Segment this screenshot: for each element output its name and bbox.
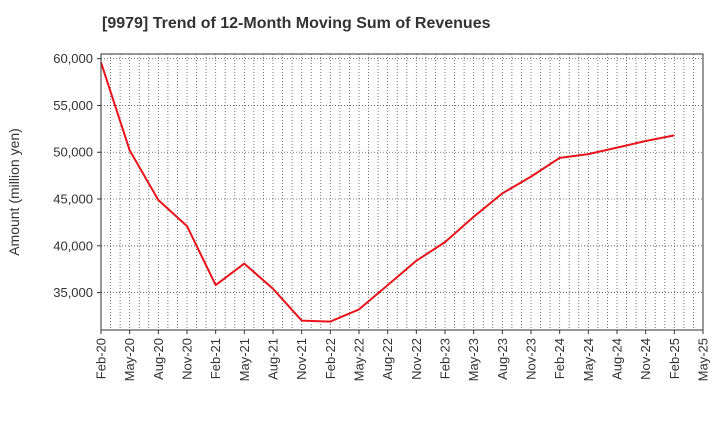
y-tick-label: 60,000	[53, 51, 93, 66]
x-tick-label: Nov-23	[524, 338, 539, 380]
x-tick-label: Nov-20	[180, 338, 195, 380]
y-axis-ticks: 35,000 40,000 45,000 50,000 55,000 60,000	[53, 51, 101, 300]
y-tick-label: 35,000	[53, 285, 93, 300]
x-tick-label: Nov-24	[638, 338, 653, 380]
x-axis-ticks: Feb-20 May-20 Aug-20 Nov-20 Feb-21 May-21 Aug-…	[94, 330, 711, 381]
x-tick-label: May-21	[237, 338, 252, 381]
series-layer	[100, 62, 675, 323]
x-tick-label: May-24	[581, 338, 596, 381]
x-tick-label: Feb-23	[438, 338, 453, 379]
x-tick-label: Feb-21	[208, 338, 223, 379]
y-tick-label: 50,000	[53, 145, 93, 160]
y-tick-label: 55,000	[53, 98, 93, 113]
x-tick-label: Feb-22	[323, 338, 338, 379]
x-tick-label: Feb-24	[552, 338, 567, 379]
x-tick-label: Feb-20	[94, 338, 109, 379]
x-tick-label: May-20	[122, 338, 137, 381]
y-tick-label: 40,000	[53, 238, 93, 253]
x-tick-label: Nov-21	[294, 338, 309, 380]
chart-title: [9979] Trend of 12-Month Moving Sum of R…	[102, 15, 491, 32]
x-tick-label: Aug-23	[495, 338, 510, 380]
x-tick-label: Aug-21	[266, 338, 281, 380]
x-tick-label: May-25	[696, 338, 711, 381]
x-tick-label: May-23	[466, 338, 481, 381]
x-tick-label: Aug-22	[380, 338, 395, 380]
x-tick-label: May-22	[352, 338, 367, 381]
revenue-series-line	[100, 62, 675, 323]
x-tick-label: Feb-25	[667, 338, 682, 379]
grid-lines	[100, 54, 704, 330]
y-axis-label: Amount (million yen)	[6, 128, 22, 256]
x-tick-label: Aug-20	[151, 338, 166, 380]
x-tick-label: Aug-24	[610, 338, 625, 380]
plot-area-frame	[100, 53, 704, 331]
x-tick-label: Nov-22	[409, 338, 424, 380]
y-tick-label: 45,000	[53, 192, 93, 207]
